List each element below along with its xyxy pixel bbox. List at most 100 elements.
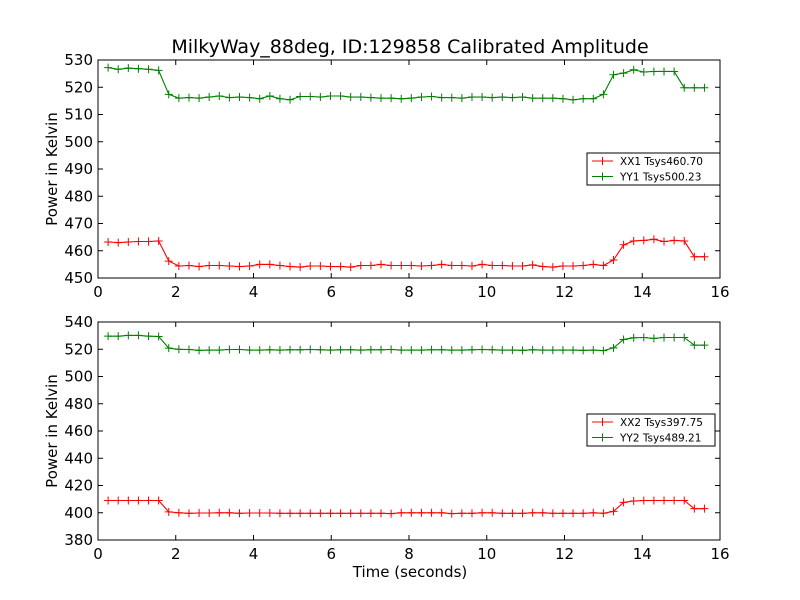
data-point-2-1-41 (518, 509, 527, 518)
data-point-2-2-27 (377, 345, 386, 354)
data-point-1-1-42 (528, 260, 537, 269)
data-point-1-1-20 (306, 262, 315, 271)
data-point-2-1-0 (104, 496, 113, 505)
data-point-2-1-48 (589, 508, 598, 517)
y-axis-label-2: Power in Kelvin (43, 374, 61, 488)
data-point-2-2-50 (609, 343, 618, 352)
data-point-1-1-44 (548, 263, 557, 272)
data-point-1-2-30 (407, 94, 416, 103)
data-point-1-1-26 (366, 261, 375, 270)
data-point-2-2-2 (124, 331, 133, 340)
data-point-1-2-49 (599, 90, 608, 99)
top-plot-panel: 0 2 4 6 8 10 12 14 16 450 460 470 480 490 500 510 520 530… (43, 51, 730, 301)
data-point-2-2-8 (184, 345, 193, 354)
data-point-1-2-38 (488, 93, 497, 102)
legend-marker (598, 172, 607, 181)
legend-box-2 (586, 413, 716, 447)
data-point-1-2-39 (498, 93, 507, 102)
data-point-2-2-3 (134, 331, 143, 340)
data-point-1-1-27 (377, 260, 386, 269)
y-tick-label: 520 (64, 340, 93, 358)
x-tick-label: 10 (477, 545, 496, 563)
data-point-1-1-31 (417, 262, 426, 271)
data-point-1-2-58 (690, 83, 699, 92)
data-point-2-2-55 (660, 333, 669, 342)
data-point-1-2-8 (184, 93, 193, 102)
data-point-2-2-26 (366, 345, 375, 354)
data-point-1-1-39 (498, 261, 507, 270)
data-point-2-1-25 (356, 509, 365, 518)
data-point-2-2-17 (275, 346, 284, 355)
legend-box-1 (586, 152, 721, 186)
data-point-2-1-6 (164, 507, 173, 516)
data-point-1-1-47 (579, 261, 588, 270)
data-point-2-1-39 (498, 509, 507, 518)
data-point-1-2-45 (558, 94, 567, 103)
data-point-2-1-20 (306, 509, 315, 518)
data-point-2-1-36 (467, 509, 476, 518)
y-tick-label: 380 (64, 531, 93, 549)
y-tick-label: 400 (64, 504, 93, 522)
data-point-1-2-33 (437, 93, 446, 102)
data-point-1-2-27 (377, 94, 386, 103)
data-point-2-2-25 (356, 346, 365, 355)
data-point-2-2-12 (225, 345, 234, 354)
data-point-2-1-11 (215, 508, 224, 517)
data-point-2-1-22 (326, 509, 335, 518)
data-point-1-1-28 (387, 261, 396, 270)
data-point-1-2-37 (478, 93, 487, 102)
data-point-2-1-24 (346, 509, 355, 518)
data-point-1-2-50 (609, 70, 618, 79)
data-point-2-2-56 (670, 333, 679, 342)
data-point-2-2-44 (548, 346, 557, 355)
data-point-2-2-34 (447, 346, 456, 355)
data-point-1-2-7 (174, 94, 183, 103)
data-point-1-1-52 (629, 236, 638, 245)
data-point-2-1-49 (599, 509, 608, 518)
y-tick-label: 470 (64, 215, 93, 233)
data-point-1-2-51 (619, 69, 628, 78)
y-tick-label: 510 (64, 106, 93, 124)
data-point-2-2-6 (164, 344, 173, 353)
x-tick-label: 0 (93, 283, 103, 301)
data-point-1-2-18 (286, 95, 295, 104)
data-point-1-1-54 (649, 235, 658, 244)
data-point-1-1-40 (508, 262, 517, 271)
data-point-2-1-28 (387, 509, 396, 518)
data-point-2-1-5 (154, 496, 163, 505)
data-point-1-1-13 (235, 262, 244, 271)
data-point-2-2-24 (346, 345, 355, 354)
data-point-2-1-45 (558, 509, 567, 518)
data-point-2-2-4 (144, 332, 153, 341)
legend-marker (598, 418, 607, 426)
data-point-2-1-17 (275, 509, 284, 518)
data-point-1-1-29 (397, 261, 406, 270)
y-tick-label: 460 (64, 422, 93, 440)
data-point-2-2-22 (326, 346, 335, 355)
data-point-1-2-43 (538, 94, 547, 103)
data-point-2-2-59 (700, 341, 709, 350)
data-point-2-2-37 (478, 345, 487, 354)
data-point-2-2-20 (306, 345, 315, 354)
x-tick-label: 14 (633, 545, 652, 563)
legend-label-1-1: XX1 Tsys460.70 (620, 156, 703, 168)
x-tick-label: 12 (555, 283, 574, 301)
data-point-1-2-9 (195, 94, 204, 103)
data-point-1-2-3 (134, 64, 143, 73)
data-point-1-2-1 (114, 65, 123, 74)
data-point-2-1-55 (660, 496, 669, 505)
data-point-2-2-38 (488, 345, 497, 354)
data-point-1-2-14 (245, 93, 254, 102)
data-point-2-2-52 (629, 333, 638, 342)
data-point-2-2-1 (114, 332, 123, 341)
legend-marker (598, 157, 607, 165)
data-point-1-1-11 (215, 261, 224, 270)
x-tick-label: 4 (249, 545, 259, 563)
data-point-2-1-57 (680, 496, 689, 505)
data-point-1-1-45 (558, 262, 567, 271)
data-point-1-1-12 (225, 262, 234, 271)
data-point-1-2-0 (104, 63, 113, 72)
y-tick-label: 500 (64, 133, 93, 151)
data-point-2-2-5 (154, 332, 163, 341)
